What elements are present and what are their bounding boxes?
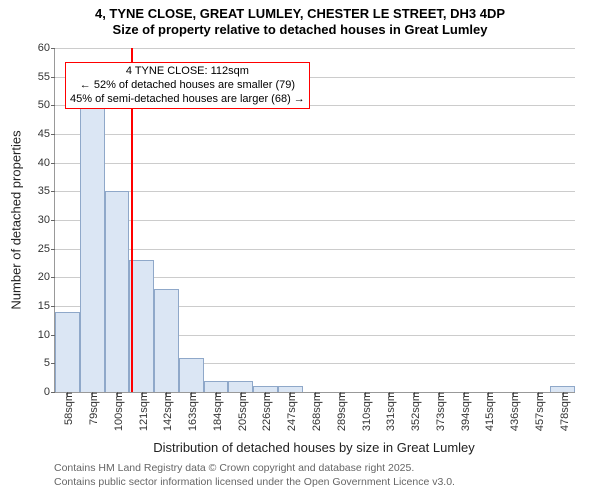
xtick-label: 247sqm <box>282 392 298 431</box>
ytick-label: 40 <box>38 157 55 169</box>
ytick-label: 45 <box>38 128 55 140</box>
ytick-label: 25 <box>38 243 55 255</box>
xtick-label: 478sqm <box>555 392 571 431</box>
xtick-label: 331sqm <box>381 392 397 431</box>
bar <box>105 191 130 392</box>
ytick-label: 20 <box>38 271 55 283</box>
bar <box>228 381 253 392</box>
footer-attribution: Contains HM Land Registry data © Crown c… <box>54 462 455 489</box>
y-axis-label: Number of detached properties <box>9 130 24 309</box>
bar <box>55 312 80 392</box>
xtick-label: 226sqm <box>257 392 273 431</box>
annotation-line3: 45% of semi-detached houses are larger (… <box>70 93 305 107</box>
xtick-label: 415sqm <box>480 392 496 431</box>
plot-area: 05101520253035404550556058sqm79sqm100sqm… <box>54 48 575 393</box>
bar <box>80 105 105 392</box>
xtick-label: 79sqm <box>84 392 100 425</box>
xtick-label: 394sqm <box>456 392 472 431</box>
xtick-label: 373sqm <box>431 392 447 431</box>
ytick-label: 5 <box>44 357 55 369</box>
xtick-label: 58sqm <box>59 392 75 425</box>
ytick-label: 55 <box>38 71 55 83</box>
xtick-label: 142sqm <box>158 392 174 431</box>
xtick-label: 352sqm <box>406 392 422 431</box>
xtick-label: 184sqm <box>208 392 224 431</box>
ytick-label: 10 <box>38 329 55 341</box>
xtick-label: 457sqm <box>530 392 546 431</box>
xtick-label: 268sqm <box>307 392 323 431</box>
ytick-label: 60 <box>38 42 55 54</box>
xtick-label: 121sqm <box>134 392 150 431</box>
bar <box>550 386 575 392</box>
title-line2: Size of property relative to detached ho… <box>0 22 600 38</box>
xtick-label: 100sqm <box>109 392 125 431</box>
title-line1: 4, TYNE CLOSE, GREAT LUMLEY, CHESTER LE … <box>0 6 600 22</box>
bar <box>154 289 179 392</box>
bar <box>179 358 204 392</box>
footer-line1: Contains HM Land Registry data © Crown c… <box>54 462 455 476</box>
xtick-label: 205sqm <box>233 392 249 431</box>
ytick-label: 15 <box>38 300 55 312</box>
xtick-label: 436sqm <box>505 392 521 431</box>
annotation-line2: ← 52% of detached houses are smaller (79… <box>70 79 305 93</box>
ytick-label: 0 <box>44 386 55 398</box>
xtick-label: 289sqm <box>332 392 348 431</box>
xtick-label: 310sqm <box>357 392 373 431</box>
bar <box>278 386 303 392</box>
xtick-label: 163sqm <box>183 392 199 431</box>
annotation-box: 4 TYNE CLOSE: 112sqm← 52% of detached ho… <box>65 62 310 109</box>
annotation-line1: 4 TYNE CLOSE: 112sqm <box>70 65 305 79</box>
bar <box>253 386 278 392</box>
ytick-label: 30 <box>38 214 55 226</box>
x-axis-label: Distribution of detached houses by size … <box>153 440 475 455</box>
ytick-label: 50 <box>38 99 55 111</box>
ytick-label: 35 <box>38 185 55 197</box>
chart-title: 4, TYNE CLOSE, GREAT LUMLEY, CHESTER LE … <box>0 0 600 39</box>
bar <box>204 381 229 392</box>
footer-line2: Contains public sector information licen… <box>54 476 455 490</box>
